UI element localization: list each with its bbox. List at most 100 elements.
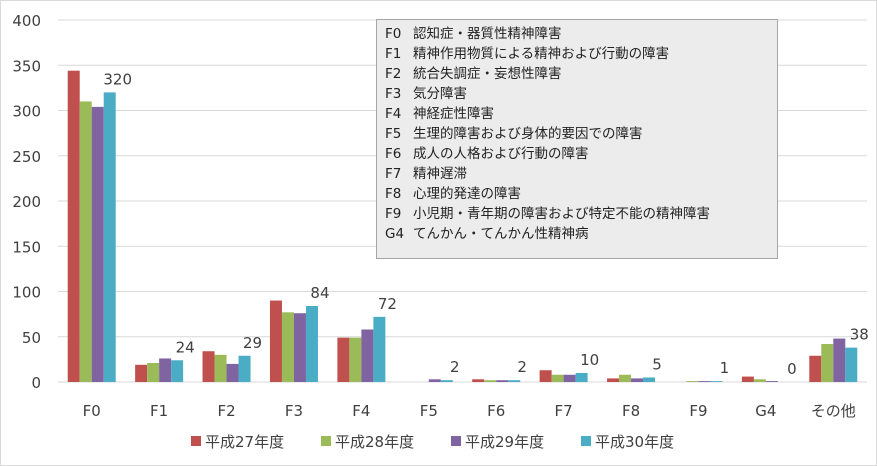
- code-note: F0 認知症・器質性精神障害: [385, 24, 777, 44]
- data-label: 84: [310, 284, 329, 302]
- bar-平成29年度: [428, 379, 441, 382]
- code-note: F6 成人の人格および行動の障害: [385, 144, 777, 164]
- bar-平成27年度: [809, 355, 822, 382]
- x-tick-label: F7: [555, 402, 573, 420]
- code: F2: [385, 66, 402, 82]
- bar-平成30年度: [643, 377, 656, 382]
- bar-平成29年度: [496, 380, 509, 382]
- bar-平成29年度: [631, 378, 644, 382]
- bar-平成27年度: [202, 351, 215, 382]
- bar-平成28年度: [349, 337, 362, 382]
- x-tick-label: F2: [217, 402, 235, 420]
- bar-平成30年度: [238, 355, 251, 382]
- x-tick-label: F9: [689, 402, 707, 420]
- code-note: F4 神経症性障害: [385, 104, 777, 124]
- bar-平成30年度: [440, 380, 453, 382]
- bar-平成28年度: [484, 380, 497, 382]
- code-note: F9 小児期・青年期の障害および特定不能の精神障害: [385, 204, 777, 224]
- y-tick-label: 400: [12, 12, 41, 30]
- bar-平成28年度: [551, 374, 564, 382]
- code-note: F2 統合失調症・妄想性障害: [385, 64, 777, 84]
- bar-平成28年度: [79, 101, 92, 382]
- code-note: F5 生理的障害および身体的要因での障害: [385, 124, 777, 144]
- bar-平成28年度: [686, 381, 699, 382]
- bar-平成28年度: [619, 374, 632, 382]
- code: F1: [385, 46, 402, 62]
- bar-平成27年度: [607, 378, 620, 382]
- bar-平成28年度: [214, 354, 227, 382]
- bar-平成30年度: [845, 347, 858, 382]
- x-tick-label: F3: [285, 402, 303, 420]
- y-tick-label: 100: [12, 284, 41, 302]
- code-description: 心理的発達の障害: [413, 186, 521, 202]
- y-tick-label: 300: [12, 103, 41, 121]
- y-tick-label: 150: [12, 238, 41, 256]
- bar-平成29年度: [833, 338, 846, 382]
- bar-平成27年度: [539, 370, 552, 382]
- code-description: 小児期・青年期の障害および特定不能の精神障害: [413, 206, 710, 222]
- bar-平成27年度: [337, 337, 350, 382]
- data-label: 1: [720, 359, 730, 377]
- data-label: 2: [450, 358, 460, 376]
- data-label: 72: [378, 295, 397, 313]
- data-label: 320: [103, 70, 132, 88]
- bar-平成30年度: [575, 372, 588, 382]
- y-tick-label: 0: [31, 374, 41, 392]
- bar-平成28年度: [753, 379, 766, 382]
- code-note: F1 精神作用物質による精神および行動の障害: [385, 44, 777, 64]
- code-description: 精神遅滞: [413, 166, 467, 182]
- code-note: F3 気分障害: [385, 84, 777, 104]
- data-label: 38: [850, 326, 869, 344]
- code: F8: [385, 186, 402, 202]
- bar-平成30年度: [710, 381, 723, 382]
- legend-swatch: [321, 436, 331, 446]
- code-description: 精神作用物質による精神および行動の障害: [413, 46, 670, 62]
- code-description: 認知症・器質性精神障害: [413, 26, 562, 42]
- code-legend-box: F0 認知症・器質性精神障害 F1 精神作用物質による精神および行動の障害 F2 統合失調…: [376, 19, 778, 259]
- bar-平成29年度: [698, 381, 711, 382]
- code: F9: [385, 206, 402, 222]
- legend-swatch: [581, 436, 591, 446]
- code-description: 生理的障害および身体的要因での障害: [413, 126, 643, 142]
- bar-平成30年度: [103, 92, 116, 383]
- bar-平成30年度: [171, 360, 184, 382]
- y-tick-label: 200: [12, 193, 41, 211]
- code: F5: [385, 126, 402, 142]
- code: F6: [385, 146, 402, 162]
- x-tick-label: F1: [150, 402, 168, 420]
- data-label: 29: [243, 334, 262, 352]
- code-description: 成人の人格および行動の障害: [413, 146, 589, 162]
- bar-平成30年度: [373, 316, 386, 382]
- data-label: 2: [517, 358, 527, 376]
- code-note: F8 心理的発達の障害: [385, 184, 777, 204]
- data-label: 10: [580, 351, 599, 369]
- bar-平成29年度: [91, 106, 104, 382]
- bar-平成29年度: [765, 381, 778, 382]
- bar-平成27年度: [269, 300, 282, 382]
- data-label: 24: [176, 338, 195, 356]
- bar-平成27年度: [67, 70, 80, 383]
- code: G4: [385, 226, 405, 242]
- data-label: 0: [787, 360, 797, 378]
- y-tick-label: 50: [22, 329, 41, 347]
- x-tick-label: F5: [420, 402, 438, 420]
- bar-平成29年度: [293, 313, 306, 382]
- legend-label: 平成28年度: [335, 433, 414, 451]
- code-description: てんかん・てんかん性精神病: [413, 226, 589, 242]
- data-label: 5: [652, 355, 662, 373]
- y-tick-label: 250: [12, 148, 41, 166]
- legend-label: 平成29年度: [465, 433, 544, 451]
- bar-平成30年度: [305, 305, 318, 382]
- bar-平成29年度: [563, 374, 576, 382]
- code-description: 神経症性障害: [413, 106, 494, 122]
- bar-平成28年度: [147, 362, 160, 382]
- bar-平成28年度: [821, 343, 834, 382]
- x-tick-label: F6: [487, 402, 505, 420]
- bar-平成27年度: [135, 364, 148, 382]
- bar-平成30年度: [508, 380, 521, 382]
- x-tick-label: F4: [352, 402, 370, 420]
- y-tick-label: 350: [12, 57, 41, 75]
- bar-平成29年度: [361, 329, 374, 382]
- legend-swatch: [451, 436, 461, 446]
